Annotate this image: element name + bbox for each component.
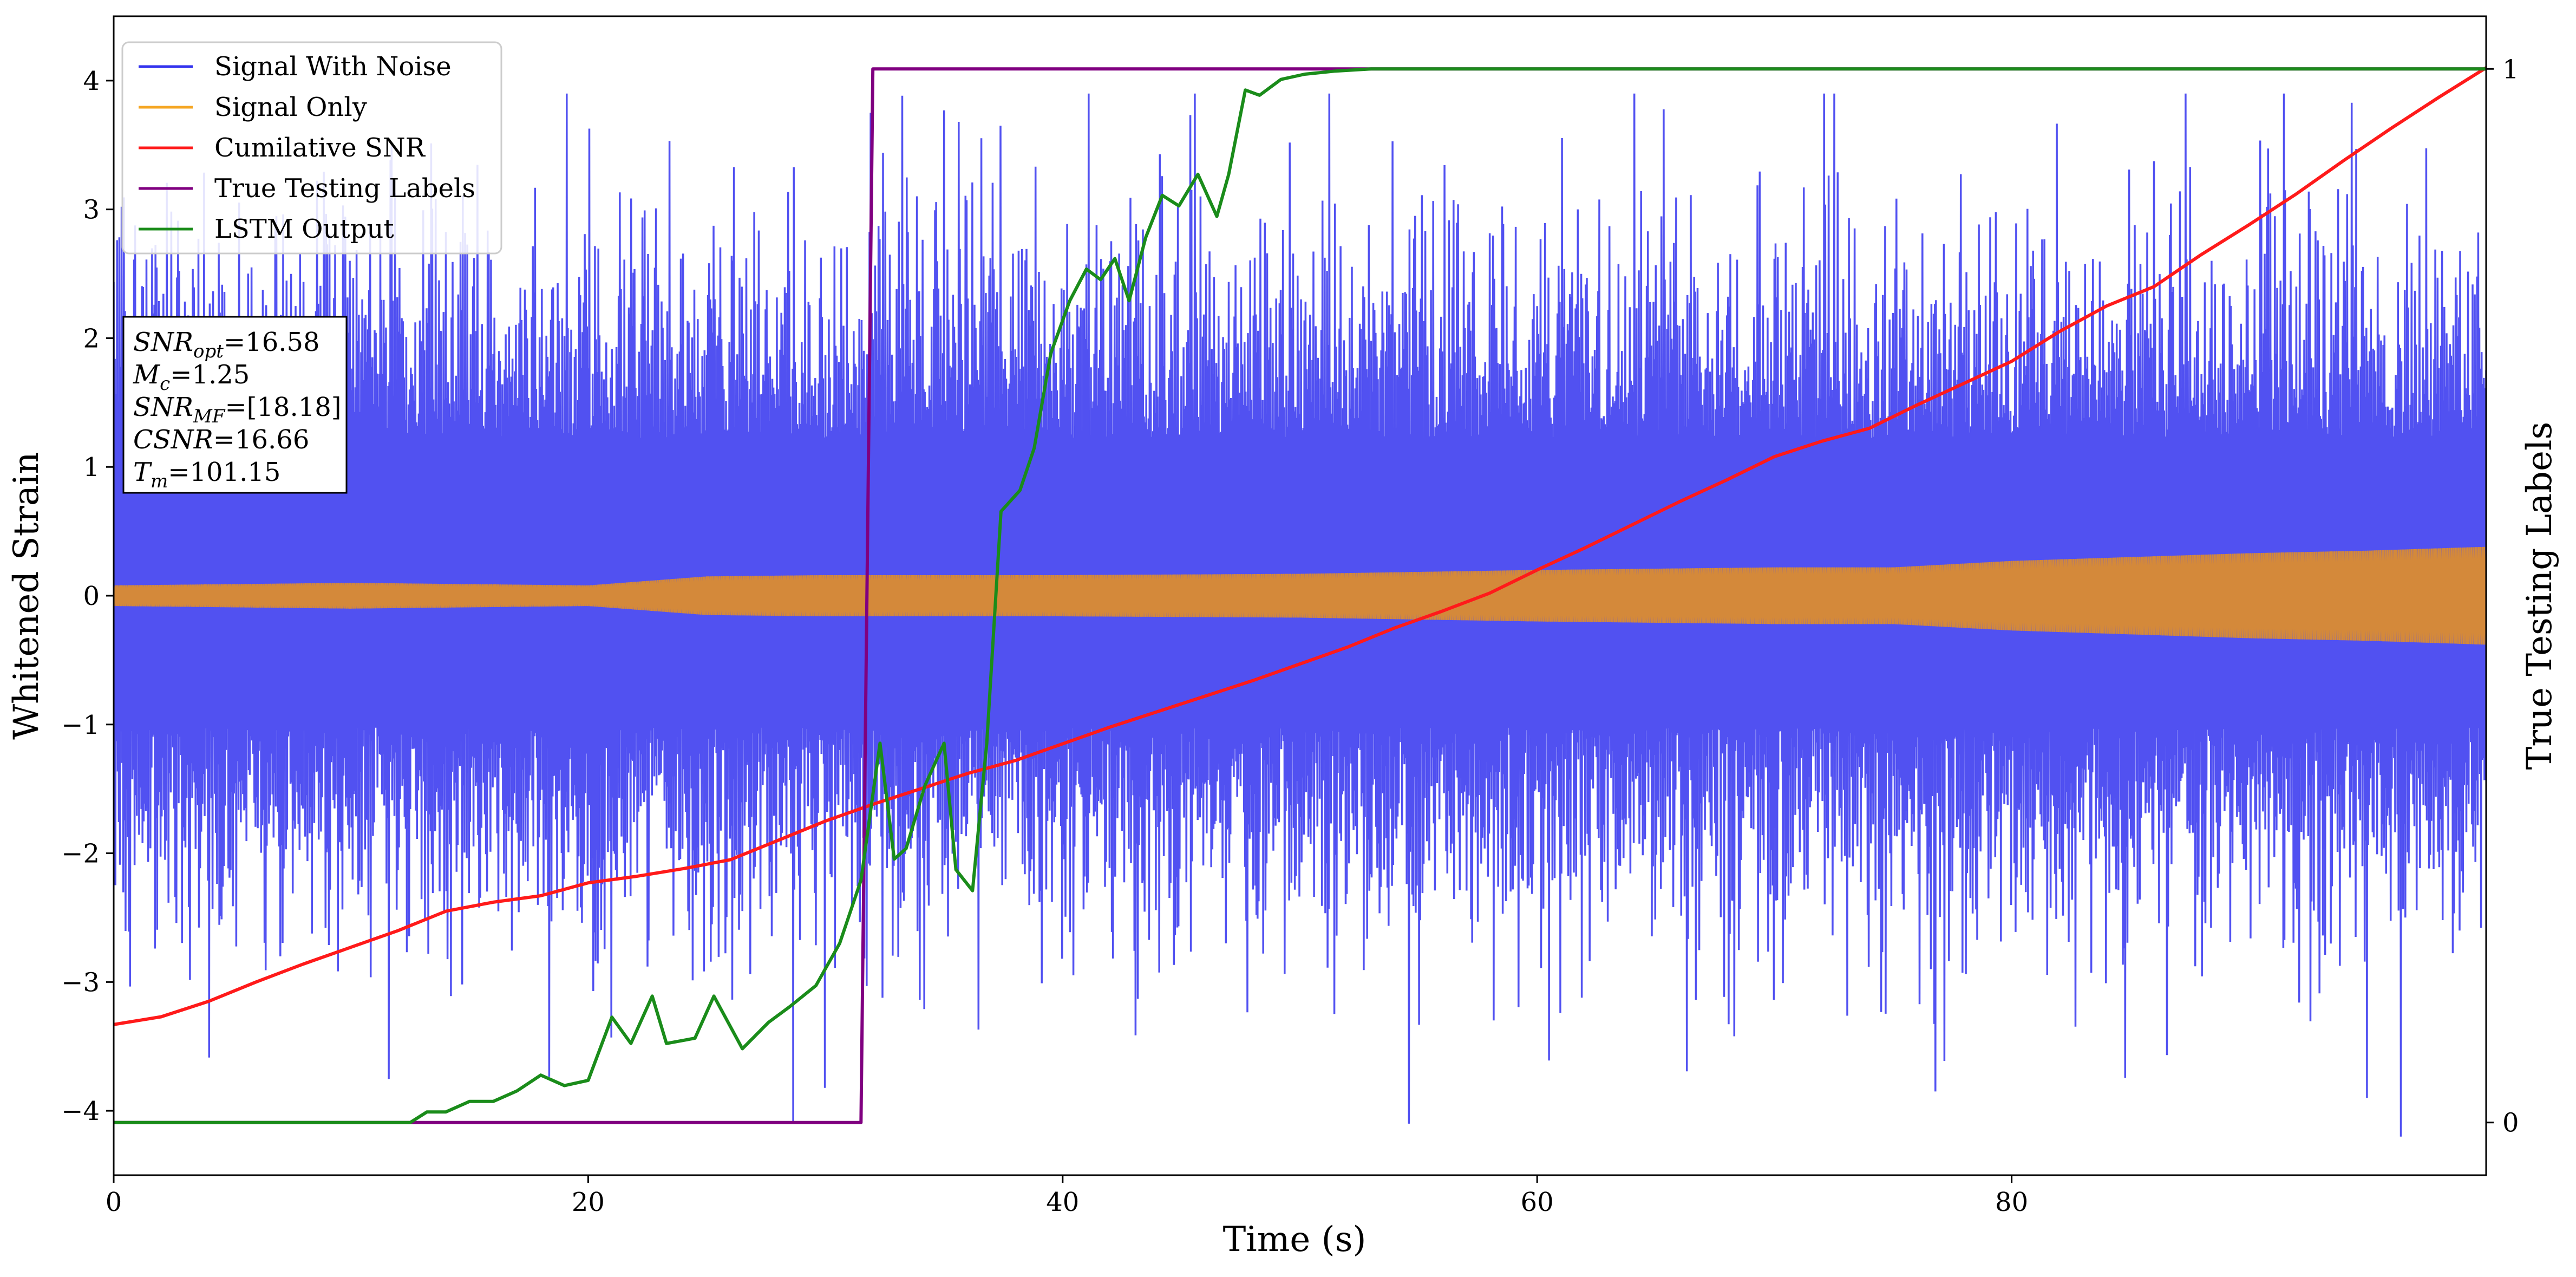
y-tick-label: −4 <box>61 1096 100 1126</box>
stats-box: SNRopt=16.58 Mc=1.25 SNRMF=[18.18] CSNR=… <box>122 316 348 494</box>
series-lstm-output <box>114 67 2486 1124</box>
x-tick-label: 0 <box>106 1187 122 1217</box>
x-tick-label: 80 <box>1995 1187 2028 1217</box>
y-tick-label: 0 <box>83 581 100 611</box>
y2-tick-label: 0 <box>2502 1108 2519 1138</box>
y-tick-label: −3 <box>61 967 100 998</box>
stats-line-csnr: CSNR=16.66 <box>133 425 309 455</box>
legend-box <box>121 41 502 255</box>
y-tick-label: −1 <box>61 710 100 740</box>
legend-label-true-labels: True Testing Labels <box>214 173 475 204</box>
legend: Signal With Noise Signal Only Cumilative… <box>121 41 502 255</box>
x-axis-title: Time (s) <box>1223 1220 1367 1260</box>
x-tick-label: 40 <box>1046 1187 1079 1217</box>
y2-tick-label: 1 <box>2502 54 2519 84</box>
stats-line-tm: Tm=101.15 <box>133 457 280 492</box>
legend-label-signal-only: Signal Only <box>214 92 367 122</box>
y-axis-title: Whitened Strain <box>6 452 47 739</box>
y2-axis-title: True Testing Labels <box>2520 422 2560 770</box>
series-signal-with-noise <box>114 93 2486 1137</box>
stats-line-snr-mf: SNRMF=[18.18] <box>133 392 342 427</box>
stats-box-frame <box>122 316 348 494</box>
series-cumulative-snr <box>114 66 2486 1026</box>
x-tick-label: 60 <box>1521 1187 1554 1217</box>
stats-line-snr-opt: SNRopt=16.58 <box>133 327 320 362</box>
y-tick-label: −2 <box>61 839 100 869</box>
y-tick-label: 1 <box>83 452 100 483</box>
legend-label-signal-noise: Signal With Noise <box>214 51 452 82</box>
y-tick-label: 3 <box>83 195 100 225</box>
legend-label-lstm-output: LSTM Output <box>214 214 394 244</box>
stats-line-mc: Mc=1.25 <box>133 360 250 395</box>
x-tick-label: 20 <box>572 1187 605 1217</box>
series-signal-only <box>114 546 2486 645</box>
legend-label-cumulative-snr: Cumilative SNR <box>214 133 426 163</box>
y-tick-label: 4 <box>83 66 100 96</box>
y-tick-label: 2 <box>83 323 100 354</box>
series-layer <box>114 66 2486 1137</box>
